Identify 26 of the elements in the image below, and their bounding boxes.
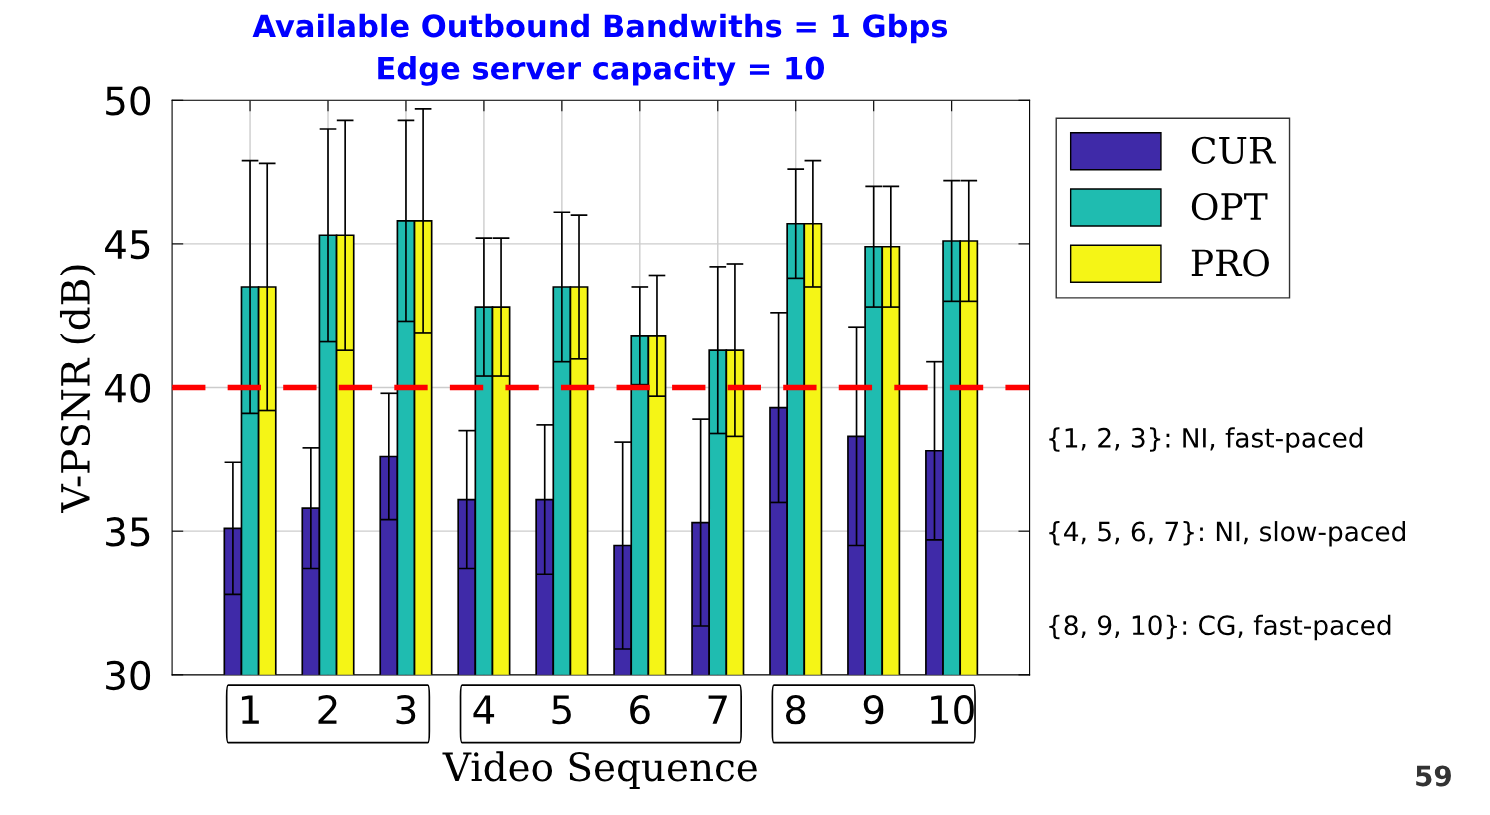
chart-title: Available Outbound Bandwiths = 1 Gbps [252,13,948,44]
y-tick-label: 30 [106,660,151,691]
x-tick-label: 9 [863,694,884,725]
y-axis-title: V-PSNR (dB) [59,265,96,513]
y-tick-label: 35 [106,517,150,547]
x-tick-label: 10 [931,694,974,725]
y-tick-label: 50 [106,86,151,116]
text: 59 [1416,765,1451,787]
legend-label: PRO [1191,249,1269,277]
x-tick-label: 8 [785,694,806,725]
x-tick-label: 3 [396,694,416,725]
x-tick-label: 2 [318,694,337,724]
chart-subtitle: Edge server capacity = 10 [378,56,825,86]
x-tick-label: 1 [241,695,259,724]
x-tick-label: 7 [708,695,727,724]
y-tick-label: 45 [105,230,150,260]
text: {4, 5, 6, 7}: NI, slow-paced [1049,521,1405,547]
legend-label: CUR [1191,136,1276,164]
x-axis-title: Video Sequence [442,751,757,789]
x-tick-label: 6 [630,694,650,725]
y-tick-label: 40 [105,373,151,403]
text: {8, 9, 10}: CG, fast-paced [1049,614,1391,641]
x-tick-label: 5 [552,695,571,725]
legend-label: OPT [1191,192,1268,221]
x-tick-label: 4 [473,695,495,724]
text: {1, 2, 3}: NI, fast-paced [1049,427,1363,453]
